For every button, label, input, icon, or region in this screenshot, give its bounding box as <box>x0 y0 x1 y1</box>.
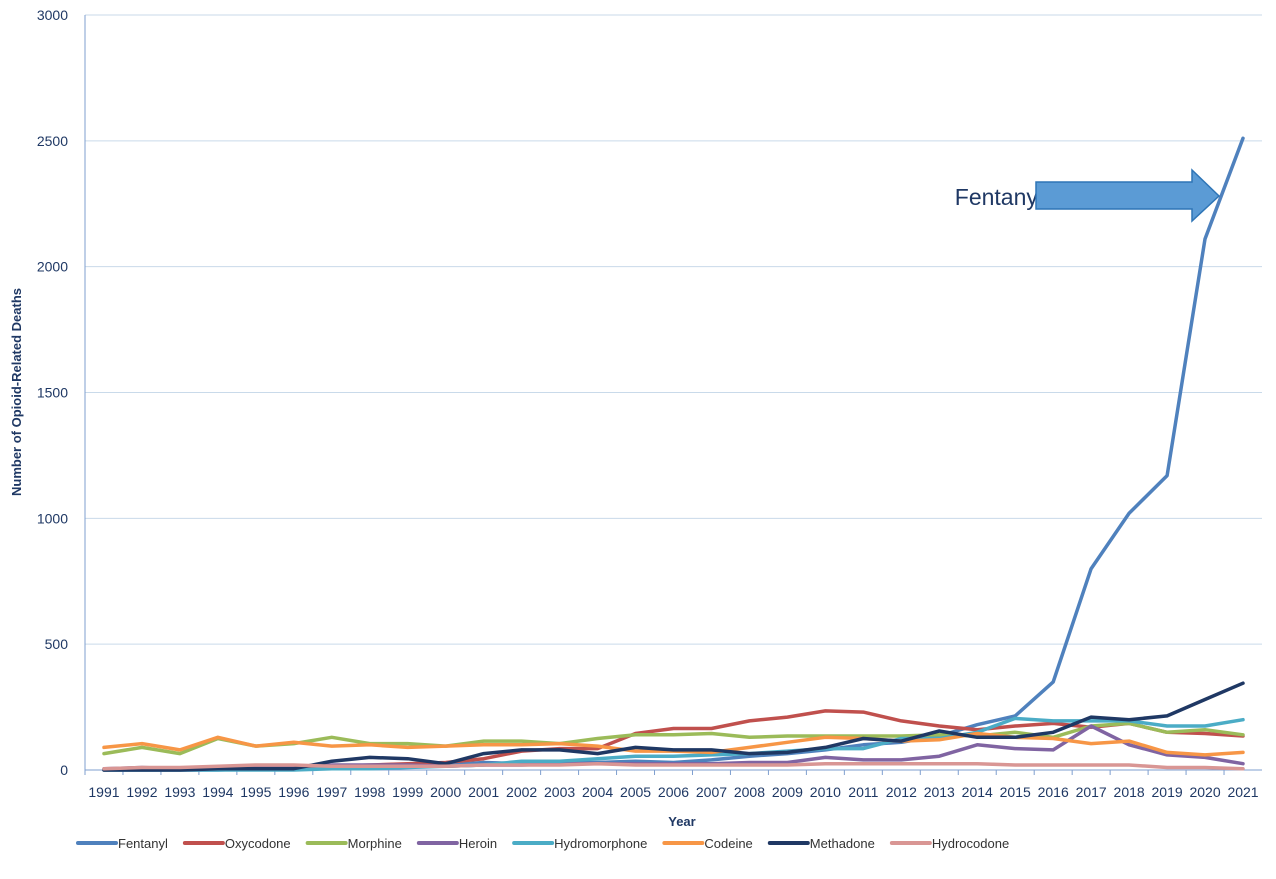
annotation-label: Fentanyl <box>955 184 1043 210</box>
x-tick-label: 1991 <box>88 784 119 800</box>
x-tick-label: 1998 <box>354 784 385 800</box>
y-tick-label: 500 <box>45 636 69 652</box>
legend-label: Hydrocodone <box>932 836 1009 851</box>
legend-item-hydromorphone: Hydromorphone <box>512 836 647 851</box>
legend-item-oxycodone: Oxycodone <box>182 836 291 851</box>
y-tick-label: 2500 <box>37 133 68 149</box>
legend-item-morphine: Morphine <box>305 836 402 851</box>
legend-item-heroin: Heroin <box>416 836 497 851</box>
series-line-fentanyl <box>102 136 1245 772</box>
legend-item-fentanyl: Fentanyl <box>76 836 168 851</box>
y-tick-label: 0 <box>60 762 68 778</box>
x-tick-label: 2010 <box>810 784 841 800</box>
y-tick-label: 2000 <box>37 259 68 275</box>
x-tick-label: 2015 <box>1000 784 1031 800</box>
x-tick-label: 2016 <box>1038 784 1069 800</box>
legend-label: Hydromorphone <box>554 836 647 851</box>
fentanyl-annotation: Fentanyl <box>955 168 1221 223</box>
y-axis-title: Number of Opioid-Related Deaths <box>9 288 24 496</box>
x-tick-label: 2019 <box>1152 784 1183 800</box>
x-tick-label: 2003 <box>544 784 575 800</box>
y-tick-label: 3000 <box>37 7 68 23</box>
legend-label: Methadone <box>810 836 875 851</box>
x-tick-label: 2021 <box>1227 784 1258 800</box>
legend-label: Morphine <box>348 836 402 851</box>
legend-label: Heroin <box>459 836 497 851</box>
legend: Fentanyl Oxycodone Morphine Heroin Hydromorp… <box>76 836 1009 851</box>
x-tick-label: 1993 <box>164 784 195 800</box>
x-tick-label: 2000 <box>430 784 461 800</box>
legend-label: Oxycodone <box>225 836 291 851</box>
x-tick-label: 2005 <box>620 784 651 800</box>
x-tick-label: 2006 <box>658 784 689 800</box>
x-tick-label: 1995 <box>240 784 271 800</box>
y-tick-label: 1500 <box>37 385 68 401</box>
x-tick-label: 2013 <box>924 784 955 800</box>
series-line-methadone <box>102 681 1245 772</box>
x-tick-label: 2004 <box>582 784 613 800</box>
x-tick-label: 2009 <box>772 784 803 800</box>
x-tick-label: 2007 <box>696 784 727 800</box>
x-tick-label: 2011 <box>848 784 878 800</box>
y-axis-ticks: 0 500 1000 1500 2000 2500 3000 <box>37 7 68 778</box>
series-lines <box>102 136 1245 772</box>
x-tick-label: 2001 <box>468 784 499 800</box>
x-axis-title: Year <box>668 814 695 829</box>
right-arrow-icon <box>1035 168 1221 223</box>
legend-label: Fentanyl <box>118 836 168 851</box>
y-tick-label: 1000 <box>37 510 68 526</box>
gridlines <box>85 14 1262 645</box>
legend-item-codeine: Codeine <box>662 836 753 851</box>
x-tick-label: 2008 <box>734 784 765 800</box>
x-tick-label: 1996 <box>278 784 309 800</box>
x-tick-label: 2020 <box>1189 784 1220 800</box>
x-tick-label: 1999 <box>392 784 423 800</box>
x-tick-label: 2002 <box>506 784 537 800</box>
series-line-hydrocodone <box>102 761 1245 771</box>
legend-item-hydrocodone: Hydrocodone <box>889 836 1009 851</box>
legend-label: Codeine <box>704 836 752 851</box>
x-tick-label: 1994 <box>202 784 233 800</box>
legend-item-methadone: Methadone <box>767 836 875 851</box>
x-tick-label: 1992 <box>126 784 157 800</box>
x-tick-label: 2014 <box>962 784 993 800</box>
x-tick-label: 1997 <box>316 784 347 800</box>
x-tick-label: 2017 <box>1076 784 1107 800</box>
x-axis-ticks: 1991 1992 1993 1994 1995 1996 1997 1998 1999 2000… <box>84 770 1259 800</box>
x-tick-label: 2012 <box>886 784 917 800</box>
x-tick-label: 2018 <box>1114 784 1145 800</box>
